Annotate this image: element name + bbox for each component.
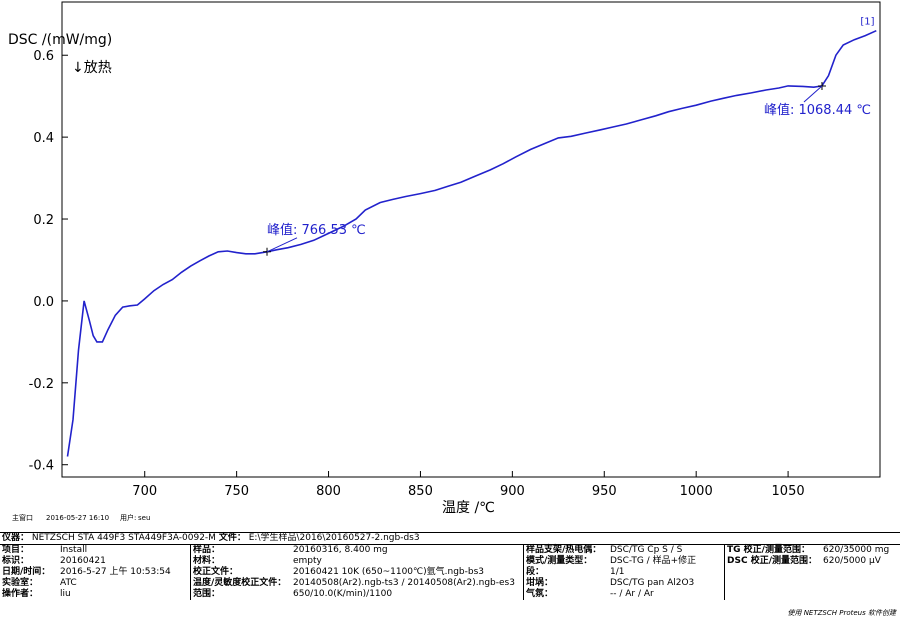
range-value: 650/10.0(K/min)/1100 xyxy=(293,589,393,599)
y-tick-label: 0.4 xyxy=(33,131,54,146)
correction-value: 20160421 10K (650~1100℃)氩气.ngb-bs3 xyxy=(293,567,485,577)
date-label: 日期/时间： xyxy=(2,567,51,577)
gas-value: -- / Ar / Ar xyxy=(610,589,654,599)
x-tick-label: 950 xyxy=(592,484,617,499)
file-value: E:\学生样品\2016\20160527-2.ngb-ds3 xyxy=(248,533,420,543)
tempcal-value: 20140508(Ar2).ngb-ts3 / 20140508(Ar2).ng… xyxy=(293,578,515,588)
crucible-label: 坩埚： xyxy=(523,578,608,589)
info-row-instrument: 仪器： NETZSCH STA 449F3 STA449F3A-0092-M 文… xyxy=(0,532,900,545)
peak-leader xyxy=(266,237,298,253)
y-axis-sublabel: ↓放热 xyxy=(72,60,112,76)
sample-value: 20160316, 8.400 mg xyxy=(293,545,388,555)
footer-timestamp: 2016-05-27 16:10 xyxy=(46,514,109,522)
footer-user: seu xyxy=(138,514,150,522)
material-value: empty xyxy=(293,556,322,566)
instrument-label: 仪器： xyxy=(2,533,30,543)
crucible-value: DSC/TG pan Al2O3 xyxy=(610,578,695,588)
sample-label: 样品： xyxy=(190,544,291,556)
series-label: [1] xyxy=(860,17,874,28)
file-label: 文件： xyxy=(218,533,246,543)
project-value: Install xyxy=(60,545,88,555)
mode-value: DSC-TG / 样品+修正 xyxy=(610,556,697,566)
gas-label: 气氛： xyxy=(523,589,608,600)
operator-label: 操作者： xyxy=(2,589,39,599)
holder-label: 样品支架/热电偶： xyxy=(523,544,608,556)
x-tick-label: 850 xyxy=(408,484,433,499)
y-axis-label: DSC /(mW/mg) xyxy=(8,32,112,48)
tempcal-label: 温度/灵敏度校正文件： xyxy=(190,578,291,589)
project-label: 项目： xyxy=(2,545,30,555)
plot-frame xyxy=(61,1,881,478)
x-tick-label: 750 xyxy=(224,484,249,499)
correction-label: 校正文件： xyxy=(190,567,291,578)
lab-label: 实验室： xyxy=(2,578,39,588)
info-panel: 仪器： NETZSCH STA 449F3 STA449F3A-0092-M 文… xyxy=(0,532,900,617)
x-tick-label: 1000 xyxy=(680,484,713,499)
x-tick-label: 900 xyxy=(500,484,525,499)
peak-label: 峰值: 766.53 ℃ xyxy=(267,222,366,238)
tgcal-value: 620/35000 mg xyxy=(823,545,890,555)
date-value: 2016-5-27 上午 10:53:54 xyxy=(60,567,171,577)
software-credit: 使用 NETZSCH Proteus 软件创建 xyxy=(787,609,896,617)
ident-label: 标识： xyxy=(2,556,30,566)
lab-value: ATC xyxy=(60,578,77,588)
peak-annotations: 峰值: 766.53 ℃ 峰值: 1068.44 ℃ xyxy=(263,81,871,256)
y-tick-label: 0.2 xyxy=(33,213,54,228)
y-tick-label: 0.6 xyxy=(33,49,54,64)
instrument-value: NETZSCH STA 449F3 STA449F3A-0092-M xyxy=(31,533,216,543)
dsccal-value: 620/5000 μV xyxy=(823,556,881,566)
segment-label: 段： xyxy=(523,567,608,578)
operator-value: liu xyxy=(60,589,71,599)
x-tick-label: 800 xyxy=(316,484,341,499)
y-tick-label: -0.4 xyxy=(29,459,54,474)
holder-value: DSC/TG Cp S / S xyxy=(610,545,683,555)
x-ticks: 700 750 800 850 900 950 1000 1050 xyxy=(132,471,805,499)
material-label: 材料： xyxy=(190,556,291,567)
dsccal-label: DSC 校正/测量范围： xyxy=(724,556,821,567)
y-tick-label: -0.2 xyxy=(29,377,54,392)
x-axis-label: 温度 /℃ xyxy=(442,500,495,516)
x-tick-label: 1050 xyxy=(772,484,805,499)
footer-user-label: 用户: xyxy=(120,513,136,522)
mode-label: 模式/测量类型： xyxy=(523,556,608,567)
peak-label: 峰值: 1068.44 ℃ xyxy=(764,102,871,118)
peak-leader xyxy=(803,85,823,103)
tgcal-label: TG 校正/测量范围： xyxy=(724,544,821,556)
y-tick-label: 0.0 xyxy=(33,295,54,310)
footer-timestamp-label: 主窗口 xyxy=(12,513,33,522)
dsc-curve xyxy=(66,29,877,457)
range-label: 范围： xyxy=(190,589,291,600)
y-ticks: -0.4 -0.2 0.0 0.2 0.4 0.6 xyxy=(29,49,68,474)
ident-value: 20160421 xyxy=(60,556,106,566)
dsc-chart: DSC /(mW/mg) ↓放热 温度 /℃ -0.4 -0.2 0.0 0.2 0.4… xyxy=(8,1,881,522)
segment-value: 1/1 xyxy=(610,567,625,577)
x-tick-label: 700 xyxy=(132,484,157,499)
